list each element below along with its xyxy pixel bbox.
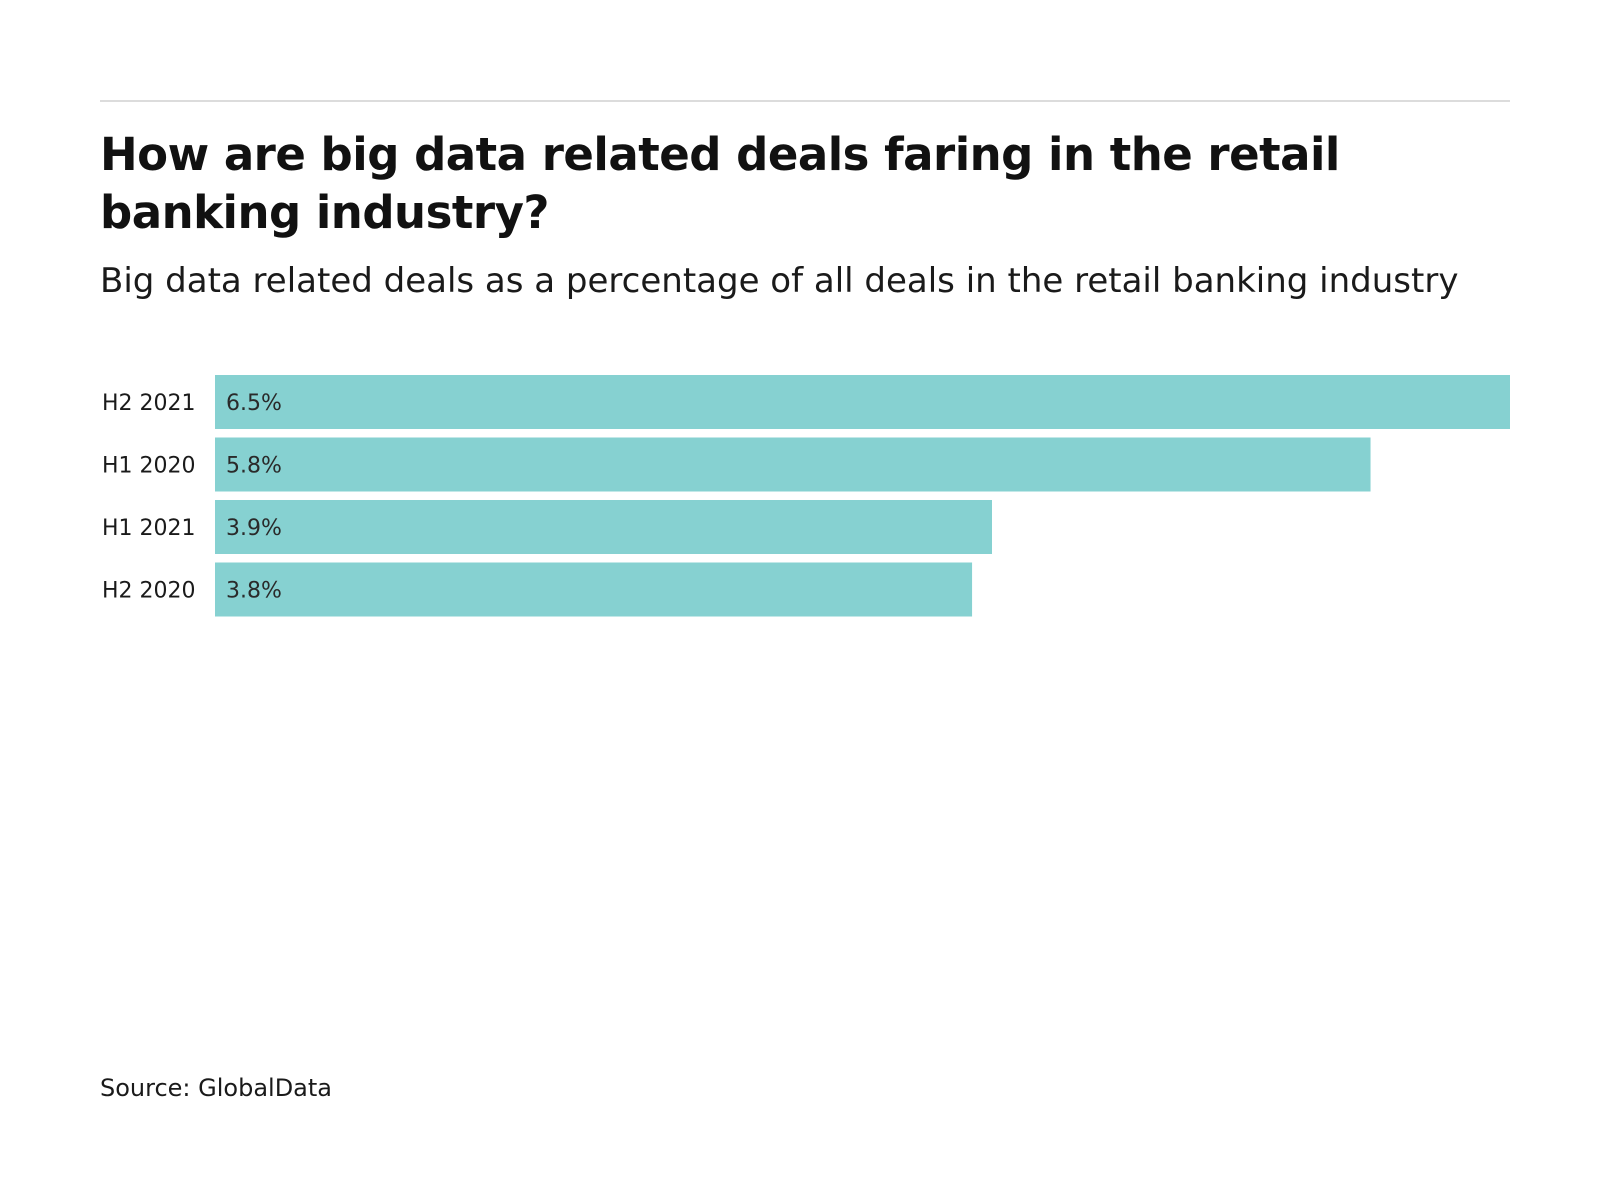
bar [215, 375, 1510, 429]
bar [215, 562, 973, 617]
bar [215, 437, 1371, 492]
data-label: 3.8% [226, 579, 282, 604]
chart-subtitle: Big data related deals as a percentage o… [100, 261, 1459, 301]
bar-row: H1 2021 3.9% [102, 500, 992, 554]
bar-row: H2 2020 3.8% [102, 562, 973, 617]
category-label: H2 2021 [102, 391, 196, 416]
data-label: 3.9% [226, 516, 282, 541]
category-label: H2 2020 [102, 579, 196, 604]
data-label: 5.8% [226, 454, 282, 479]
chart-title: How are big data related deals faring in… [100, 128, 1340, 239]
category-label: H1 2021 [102, 516, 196, 541]
bar-row: H1 2020 5.8% [102, 437, 1371, 492]
bar-row: H2 2021 6.5% [102, 375, 1510, 429]
data-label: 6.5% [226, 391, 282, 416]
category-label: H1 2020 [102, 454, 196, 479]
top-divider [100, 100, 1510, 102]
source-note: Source: GlobalData [100, 1074, 333, 1102]
bar [215, 500, 992, 554]
